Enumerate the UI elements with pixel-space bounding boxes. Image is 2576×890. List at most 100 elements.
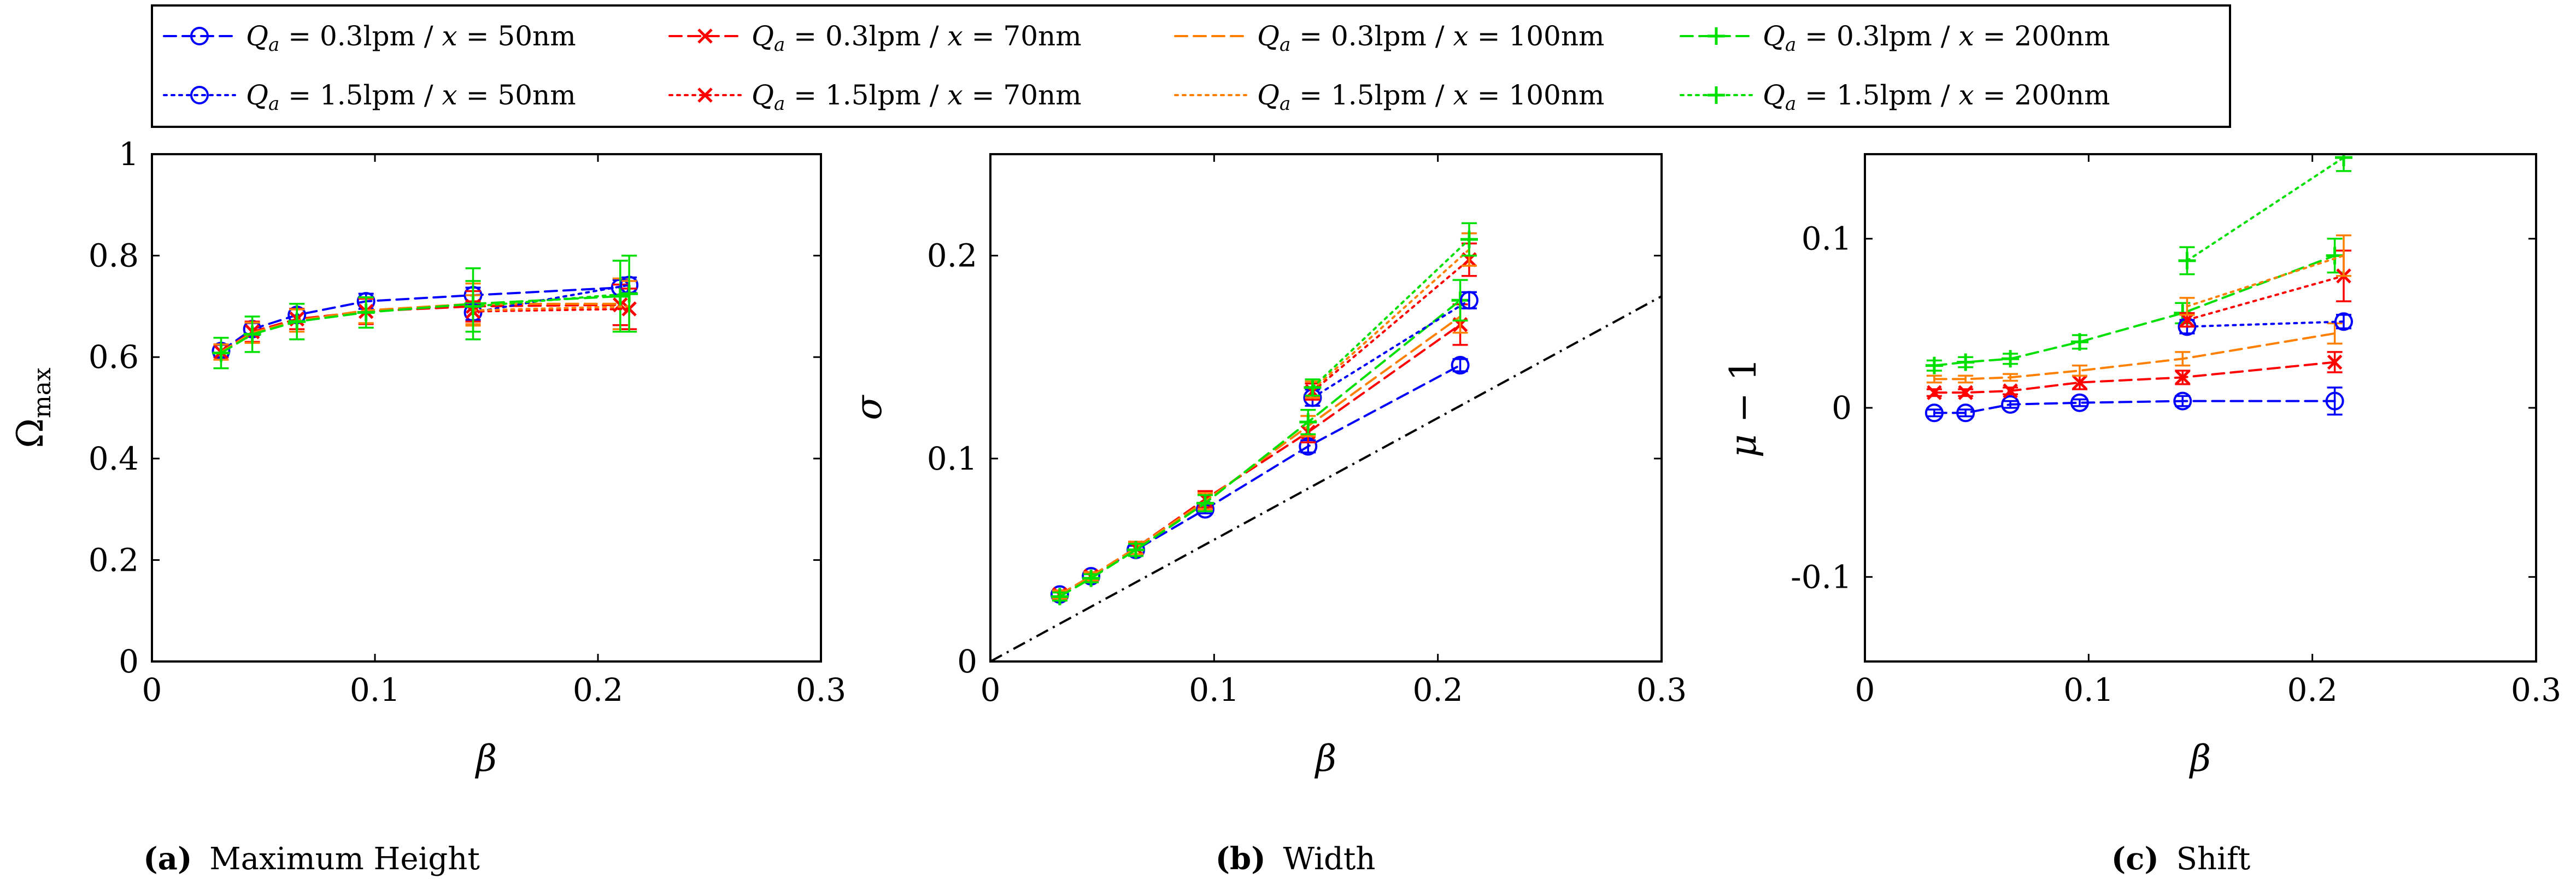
data-point xyxy=(464,297,482,315)
legend-label: Qa = 1.5lpm / x = 100nm xyxy=(1257,79,1604,115)
data-point xyxy=(1299,413,1317,431)
data-point xyxy=(2334,312,2353,331)
series xyxy=(1924,387,2344,423)
error-bar xyxy=(1958,374,1974,384)
data-point xyxy=(1958,385,1973,400)
data-point xyxy=(1957,353,1975,371)
x-axis-label: β xyxy=(1314,737,1336,780)
series-line xyxy=(1933,361,2336,394)
legend-entry: Qa = 1.5lpm / x = 100nm xyxy=(1174,79,1604,115)
y-axis-label: Ωmax xyxy=(9,367,56,448)
x-tick-label: 0 xyxy=(1855,671,1875,709)
series-line xyxy=(220,286,621,353)
series-line xyxy=(2186,156,2345,262)
plot-area xyxy=(990,222,1662,661)
data-point xyxy=(2178,251,2196,270)
y-tick-label: 0.4 xyxy=(89,440,139,477)
series xyxy=(1051,279,1469,606)
data-point xyxy=(2003,383,2018,399)
series-line xyxy=(220,302,621,353)
y-tick-label: 0.2 xyxy=(89,541,139,578)
x-tick-label: 0.1 xyxy=(2063,671,2114,709)
series-line xyxy=(472,292,631,308)
legend-label: Qa = 1.5lpm / x = 200nm xyxy=(1763,79,2110,115)
y-tick-label: 0.2 xyxy=(927,237,977,274)
legend-label: Qa = 1.5lpm / x = 50nm xyxy=(246,79,576,115)
y-tick-label: -0.1 xyxy=(1791,558,1852,595)
data-point xyxy=(1459,291,1478,310)
error-bar xyxy=(1926,408,1942,418)
x-axis-label: β xyxy=(2188,737,2211,780)
data-point xyxy=(2072,374,2087,390)
data-point xyxy=(288,313,306,331)
caption-a-label: (a) xyxy=(143,841,192,877)
series xyxy=(1050,356,1470,604)
data-point xyxy=(243,325,261,343)
legend-label: Qa = 0.3lpm / x = 100nm xyxy=(1257,20,1604,56)
x-tick-label: 0.2 xyxy=(2287,671,2338,709)
legend-entry: Qa = 1.5lpm / x = 50nm xyxy=(163,79,576,115)
caption-c-text: Shift xyxy=(2176,841,2251,877)
series xyxy=(1303,291,1478,407)
x-tick-label: 0.3 xyxy=(1636,671,1687,709)
series-line xyxy=(1058,364,1462,596)
caption-b-text: Width xyxy=(1283,841,1376,877)
series xyxy=(464,254,638,333)
data-point xyxy=(1924,403,1944,423)
panel-shift: 0 0.1 0.2 0.3 -0.1 0 0.1 β μ − 1 xyxy=(1722,153,2561,780)
error-bar xyxy=(2072,364,2087,377)
caption-c: (c) Shift xyxy=(2111,841,2251,877)
data-point xyxy=(212,344,230,362)
data-point xyxy=(2001,395,2020,414)
y-tick-label: 0.1 xyxy=(927,440,977,477)
error-bar xyxy=(2179,297,2195,316)
x-tick-label: 0.1 xyxy=(350,671,400,709)
series xyxy=(463,276,639,322)
y-axis-label: μ − 1 xyxy=(1722,358,1764,458)
series xyxy=(1926,351,2343,400)
legend-marker xyxy=(190,27,209,45)
y-tick-label: 1 xyxy=(119,136,139,173)
series-line xyxy=(1311,259,1470,393)
caption-b-label: (b) xyxy=(1216,841,1266,877)
error-bar xyxy=(2003,400,2018,409)
x-tick-label: 0 xyxy=(981,671,1001,709)
caption-c-label: (c) xyxy=(2111,841,2159,877)
panel-width: 0 0.1 0.2 0.3 0 0.1 0.2 β σ xyxy=(848,153,1687,780)
x-tick-label: 0.1 xyxy=(1189,671,1239,709)
data-point xyxy=(1196,494,1214,512)
data-point xyxy=(620,285,638,303)
legend-marker xyxy=(697,28,713,44)
data-point xyxy=(2175,370,2191,385)
y-tick-label: 0 xyxy=(119,643,139,680)
reference-line xyxy=(990,295,1662,661)
legend-entry: Qa = 0.3lpm / x = 100nm xyxy=(1174,20,1604,56)
legend-entry: Qa = 1.5lpm / x = 200nm xyxy=(1680,79,2110,115)
series-line xyxy=(1058,315,1462,596)
series xyxy=(1925,237,2344,374)
legend-label: Qa = 0.3lpm / x = 50nm xyxy=(246,20,576,56)
y-axis-label: σ xyxy=(848,395,890,420)
data-point xyxy=(1127,541,1145,559)
error-bar xyxy=(2072,398,2087,407)
data-point xyxy=(2070,333,2088,351)
error-bar xyxy=(1926,374,1942,384)
axes-frame xyxy=(151,153,822,663)
x-tick-label: 0 xyxy=(142,671,162,709)
data-point xyxy=(2002,350,2020,368)
y-tick-label: 0 xyxy=(1832,389,1852,426)
series-line xyxy=(1933,254,2336,367)
x-tick-label: 0.3 xyxy=(2511,671,2561,709)
series-line xyxy=(2186,254,2345,308)
data-point xyxy=(2070,393,2089,412)
data-point xyxy=(1082,569,1100,587)
y-tick-label: 0.8 xyxy=(89,237,139,274)
series-line xyxy=(1311,299,1470,399)
y-tick-label: 0 xyxy=(957,643,977,680)
x-axis-label: β xyxy=(474,737,497,780)
error-bar xyxy=(2336,234,2351,277)
series xyxy=(212,260,629,370)
legend-entry: Qa = 0.3lpm / x = 70nm xyxy=(668,20,1082,56)
series-line xyxy=(1311,248,1470,391)
